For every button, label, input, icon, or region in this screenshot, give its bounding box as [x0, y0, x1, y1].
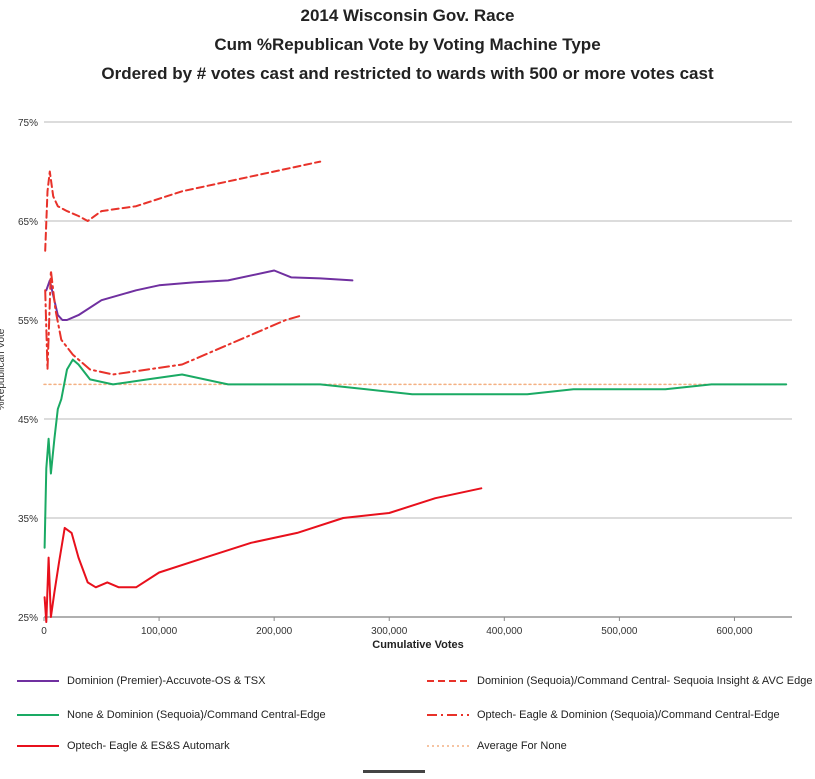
scroll-indicator — [363, 770, 425, 773]
x-tick-label: 600,000 — [716, 626, 753, 637]
chart-title-line-3: Ordered by # votes cast and restricted t… — [101, 64, 714, 83]
series-line-5 — [43, 487, 483, 623]
x-tick-label: 100,000 — [141, 626, 178, 637]
chart-title-line-2: Cum %Republican Vote by Voting Machine T… — [214, 35, 601, 54]
series-line-3 — [43, 358, 788, 549]
y-tick-label: 45% — [18, 415, 38, 426]
legend-item-6: Average For None — [425, 740, 567, 752]
legend-swatch — [427, 745, 469, 747]
legend-item-2: Dominion (Sequoia)/Command Central- Sequ… — [425, 675, 812, 687]
series-line-4 — [44, 269, 304, 376]
x-axis-label: Cumulative Votes — [372, 639, 464, 651]
x-tick-label: 300,000 — [371, 626, 408, 637]
y-tick-label: 65% — [18, 217, 38, 228]
legend-item-3: None & Dominion (Sequoia)/Command Centra… — [15, 709, 326, 721]
y-axis-label: %Republican Vote — [0, 328, 7, 410]
x-tick-label: 200,000 — [256, 626, 293, 637]
series-line-2 — [44, 160, 322, 252]
y-tick-label: 55% — [18, 316, 38, 327]
chart-title-line-1: 2014 Wisconsin Gov. Race — [300, 6, 515, 25]
x-tick-label: 500,000 — [601, 626, 638, 637]
legend-label: Optech- Eagle & Dominion (Sequoia)/Comma… — [477, 709, 780, 721]
legend-label: Average For None — [477, 740, 567, 752]
legend-item-4: Optech- Eagle & Dominion (Sequoia)/Comma… — [425, 709, 780, 721]
legend-swatch — [17, 714, 59, 716]
legend-label: Optech- Eagle & ES&S Automark — [67, 740, 230, 752]
legend-label: Dominion (Sequoia)/Command Central- Sequ… — [477, 675, 813, 687]
x-tick-label: 400,000 — [486, 626, 523, 637]
legend-swatch — [427, 714, 469, 716]
series-line-1 — [45, 269, 354, 321]
legend-label: None & Dominion (Sequoia)/Command Centra… — [67, 709, 326, 721]
legend-swatch — [17, 680, 59, 682]
legend-item-1: Dominion (Premier)-Accuvote-OS & TSX — [15, 675, 265, 687]
y-tick-label: 35% — [18, 514, 38, 525]
legend-item-5: Optech- Eagle & ES&S Automark — [15, 740, 230, 752]
legend-swatch — [17, 745, 59, 747]
legend-swatch — [427, 680, 469, 682]
legend-label: Dominion (Premier)-Accuvote-OS & TSX — [67, 675, 266, 687]
x-tick-label: 0 — [41, 626, 47, 637]
y-tick-label: 25% — [18, 613, 38, 624]
y-tick-label: 75% — [18, 118, 38, 129]
